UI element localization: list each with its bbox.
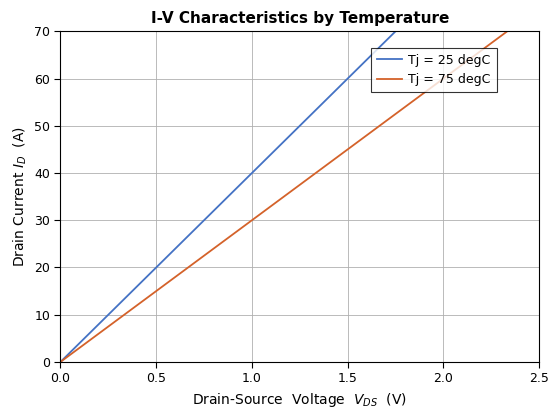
- Line: Tj = 75 degC: Tj = 75 degC: [60, 8, 539, 362]
- Tj = 25 degC: [287, 132, 294, 137]
- Tj = 25 degC: [57, 360, 64, 365]
- X-axis label: Drain-Source  Voltage  $V_{DS}$  (V): Drain-Source Voltage $V_{DS}$ (V): [192, 391, 407, 409]
- Title: I-V Characteristics by Temperature: I-V Characteristics by Temperature: [151, 11, 449, 26]
- Line: Tj = 25 degC: Tj = 25 degC: [60, 0, 539, 362]
- Tj = 75 degC: [287, 189, 294, 194]
- Tj = 75 degC: [524, 14, 531, 19]
- Y-axis label: Drain Current $I_D$  (A): Drain Current $I_D$ (A): [11, 126, 29, 267]
- Tj = 75 degC: [284, 191, 291, 196]
- Tj = 75 degC: [449, 69, 456, 74]
- Tj = 75 degC: [57, 360, 64, 365]
- Tj = 75 degC: [316, 168, 323, 173]
- Tj = 75 degC: [342, 149, 349, 154]
- Tj = 25 degC: [284, 135, 291, 140]
- Tj = 25 degC: [342, 79, 349, 84]
- Tj = 25 degC: [316, 104, 323, 109]
- Legend: Tj = 25 degC, Tj = 75 degC: Tj = 25 degC, Tj = 75 degC: [371, 47, 497, 92]
- Tj = 75 degC: [535, 5, 542, 10]
